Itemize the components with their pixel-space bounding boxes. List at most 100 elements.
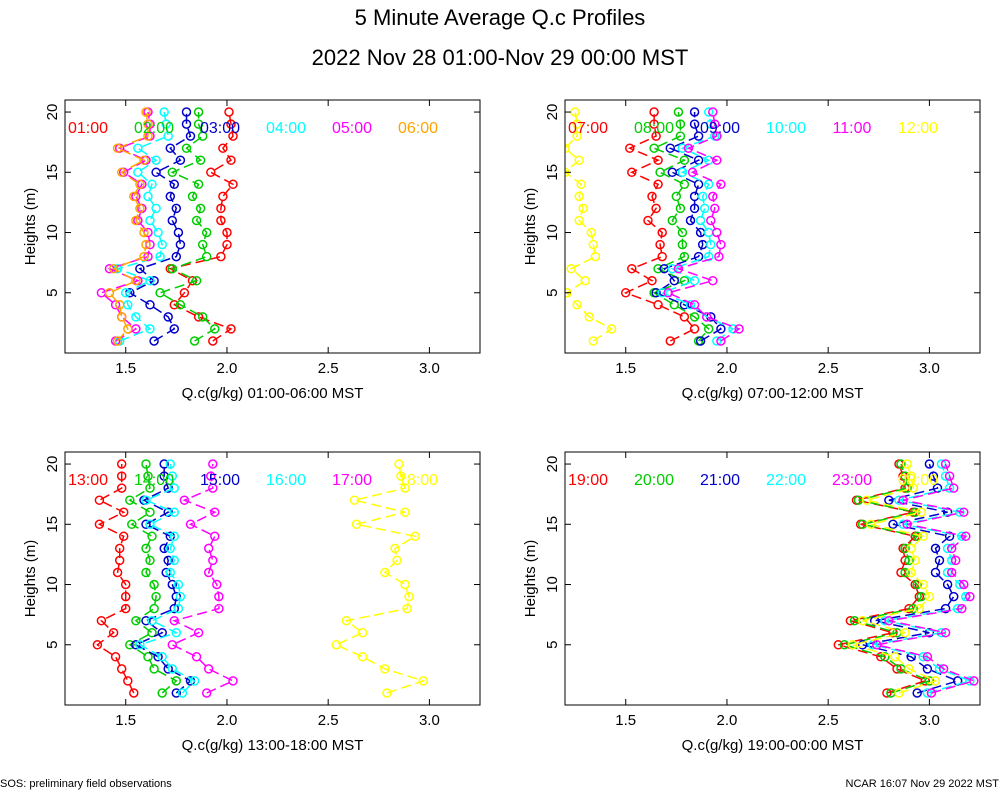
data-point: [965, 676, 975, 686]
data-point: [112, 336, 123, 346]
data-point: [143, 191, 153, 202]
data-point: [703, 251, 714, 262]
data-point: [163, 312, 173, 322]
data-point: [574, 215, 584, 226]
data-point: [203, 543, 214, 554]
data-point: [143, 119, 153, 129]
data-point: [141, 567, 151, 578]
data-point: [679, 179, 690, 190]
data-point: [689, 300, 700, 310]
data-point: [910, 555, 920, 566]
data-point: [657, 251, 667, 262]
data-point: [667, 167, 678, 178]
data-point: [141, 239, 151, 250]
data-point: [957, 603, 967, 614]
plot-area: [92, 459, 429, 698]
data-point: [151, 591, 161, 602]
footer-left: SOS: preliminary field observations: [0, 778, 172, 790]
data-point: [710, 203, 720, 214]
data-point: [141, 519, 151, 530]
legend-entry-1800: 18:00: [398, 472, 438, 489]
series-line-0600: [108, 111, 149, 342]
y-tick-label: 10: [44, 224, 61, 241]
data-point: [566, 263, 576, 274]
y-tick-label: 5: [44, 641, 61, 649]
x-axis-label: Q.c(g/kg) 07:00-12:00 MST: [682, 385, 864, 402]
y-tick-label: 20: [44, 456, 61, 473]
data-point: [714, 251, 724, 262]
data-point: [689, 119, 700, 129]
data-point: [400, 579, 410, 590]
data-point: [940, 627, 951, 638]
data-point: [418, 676, 429, 686]
y-tick-label: 5: [544, 289, 561, 297]
data-point: [380, 567, 390, 578]
data-point: [193, 179, 204, 190]
data-point: [145, 519, 155, 530]
data-point: [169, 603, 180, 614]
x-tick-label: 2.0: [217, 360, 238, 377]
data-point: [380, 664, 390, 674]
data-point: [699, 203, 710, 214]
data-point: [157, 239, 167, 250]
data-point: [665, 336, 676, 346]
data-point: [143, 652, 153, 662]
data-point: [394, 459, 404, 469]
data-point: [133, 143, 143, 153]
data-point: [861, 495, 872, 505]
chart-panel-1: 1.5 2.0 2.5 3.0 5 10 15 20 Q.c(g/kg) 01:00-06:00…: [22, 99, 481, 402]
data-point: [946, 567, 957, 578]
data-point: [163, 555, 173, 566]
x-tick-label: 2.5: [818, 360, 839, 377]
data-point: [149, 664, 159, 674]
data-point: [175, 591, 186, 602]
data-point: [703, 107, 714, 117]
data-point: [141, 543, 151, 554]
data-point: [689, 275, 700, 286]
data-point: [120, 603, 131, 614]
data-point: [667, 215, 678, 226]
data-point: [120, 288, 131, 298]
data-point: [706, 215, 716, 226]
figure-subtitle: 2022 Nov 28 01:00-Nov 29 00:00 MST: [312, 45, 689, 70]
data-point: [586, 227, 597, 238]
data-point: [208, 555, 218, 566]
data-point: [114, 300, 125, 310]
data-point: [716, 336, 726, 346]
series-line-1000: [660, 111, 735, 342]
data-point: [647, 275, 657, 286]
data-point: [900, 627, 910, 638]
legend-entry-1400: 14:00: [134, 472, 174, 489]
series-line-0100: [168, 111, 235, 342]
data-point: [145, 215, 155, 226]
data-point: [191, 275, 202, 286]
data-point: [390, 543, 400, 554]
data-point: [884, 615, 894, 626]
data-point: [396, 471, 406, 481]
data-point: [175, 239, 186, 250]
data-point: [169, 179, 180, 190]
y-tick-label: 10: [544, 576, 561, 593]
data-point: [572, 131, 582, 141]
data-point: [712, 336, 722, 346]
data-point: [171, 251, 182, 262]
x-axis-label: Q.c(g/kg) 19:00-00:00 MST: [682, 737, 864, 754]
data-point: [116, 459, 127, 469]
data-point: [116, 664, 127, 674]
series-line-0500: [99, 111, 151, 342]
data-point: [139, 251, 149, 262]
data-point: [108, 263, 119, 274]
data-point: [689, 324, 700, 334]
data-point: [675, 131, 686, 141]
data-point: [697, 191, 708, 202]
data-point: [131, 312, 141, 322]
data-point: [588, 336, 599, 346]
data-point: [118, 507, 129, 517]
data-point: [349, 495, 360, 505]
data-point: [683, 143, 694, 153]
data-point: [908, 483, 918, 493]
data-point: [141, 107, 151, 117]
data-point: [930, 543, 941, 554]
plot-frame: [64, 451, 481, 706]
data-point: [716, 239, 726, 250]
